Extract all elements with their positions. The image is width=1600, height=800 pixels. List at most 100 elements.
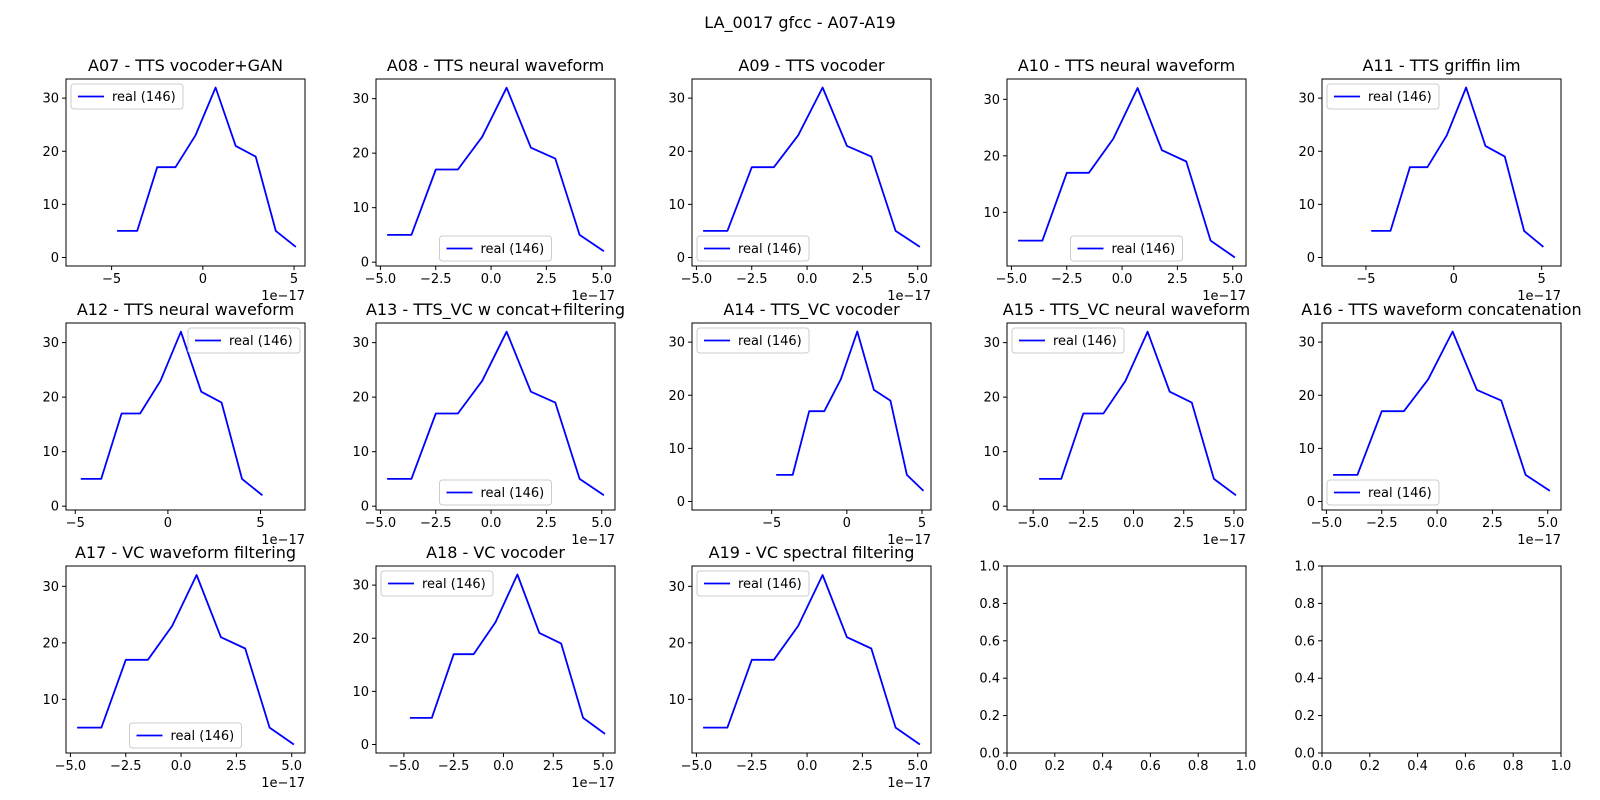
subplot-title: A08 - TTS neural waveform <box>387 56 604 75</box>
legend-box <box>696 327 810 354</box>
y-tick-label: 0.6 <box>979 634 1000 649</box>
x-tick-label: 0 <box>199 272 207 287</box>
legend-label: real (146) <box>1368 90 1432 105</box>
x-tick-label: 0 <box>1450 272 1458 287</box>
x-tick-label: 0.0 <box>1123 516 1144 531</box>
subplot-title: A14 - TTS_VC vocoder <box>723 300 900 320</box>
subplot-title: A19 - VC spectral filtering <box>709 543 915 562</box>
y-tick-label: 0.4 <box>1294 672 1315 687</box>
y-tick-label: 30 <box>42 580 59 595</box>
legend: real (146) <box>129 722 242 749</box>
subplot-title: A11 - TTS griffin lim <box>1362 56 1520 75</box>
legend-label: real (146) <box>1368 486 1432 501</box>
legend: real (146) <box>380 570 494 597</box>
y-tick-label: 20 <box>352 632 369 647</box>
y-tick-label: 10 <box>1298 442 1315 457</box>
x-tick-label: 0.0 <box>997 759 1018 774</box>
x-tick-label: 2.5 <box>852 272 873 287</box>
x-tick-label: 2.5 <box>1167 272 1188 287</box>
y-tick-label: 0 <box>51 500 59 515</box>
x-tick-label: 0.0 <box>481 272 502 287</box>
y-tick-label: 30 <box>1298 92 1315 107</box>
legend-box <box>696 570 810 597</box>
y-tick-label: 1.0 <box>1294 560 1315 575</box>
y-tick-label: 20 <box>42 391 59 406</box>
series-line <box>1371 86 1544 248</box>
y-tick-label: 0.2 <box>979 709 1000 724</box>
x-tick-label: 2.5 <box>1173 516 1194 531</box>
series-line <box>1333 330 1551 492</box>
y-tick-label: 0 <box>1307 251 1315 266</box>
subplot-title: A07 - TTS vocoder+GAN <box>88 56 283 75</box>
subplot-3: A09 - TTS vocoder −5.0 −2.5 0.0 2.5 5.0 0 10 20 3… <box>668 56 932 304</box>
y-tick-label: 10 <box>352 445 369 460</box>
legend-label: real (146) <box>1053 334 1117 349</box>
axes-frame <box>691 78 932 267</box>
series-line <box>387 86 605 253</box>
y-tick-label: 0 <box>51 251 59 266</box>
x-tick-label: −5.0 <box>681 759 713 774</box>
subplot-6: A12 - TTS neural waveform −5 0 5 0 10 20 30 1e−1… <box>42 300 306 548</box>
y-tick-label: 30 <box>668 580 685 595</box>
x-tick-label: 5.0 <box>591 516 612 531</box>
legend: real (146) <box>696 235 810 262</box>
series-line <box>409 573 606 735</box>
x-tick-label: −5.0 <box>1311 516 1343 531</box>
x-tick-label: 5.0 <box>281 759 302 774</box>
axes-frame <box>375 565 616 754</box>
series-line <box>80 330 263 497</box>
axes-frame <box>691 322 932 511</box>
axes-frame <box>1006 322 1247 511</box>
x-tick-label: −2.5 <box>438 759 470 774</box>
subplot-12: A18 - VC vocoder −5.0 −2.5 0.0 2.5 5.0 0 10 20 30… <box>352 543 616 791</box>
legend-box <box>439 479 552 506</box>
x-tick-label: 0.0 <box>1312 759 1333 774</box>
x-tick-label: −5.0 <box>55 759 87 774</box>
x-tick-label: −5.0 <box>681 272 713 287</box>
series-line <box>703 86 921 248</box>
x-tick-label: 0.8 <box>1188 759 1209 774</box>
y-tick-label: 0 <box>992 500 1000 515</box>
axes-frame <box>375 78 616 267</box>
legend-box <box>70 83 184 110</box>
y-tick-label: 30 <box>668 92 685 107</box>
subplot-4: A10 - TTS neural waveform −5.0 −2.5 0.0 2.5 5… <box>983 56 1247 304</box>
legend-box <box>187 327 301 354</box>
x-offset-label: 1e−17 <box>261 776 305 791</box>
x-tick-label: 0.0 <box>171 759 192 774</box>
legend: real (146) <box>1011 327 1125 354</box>
x-tick-label: −2.5 <box>1068 516 1100 531</box>
x-offset-label: 1e−17 <box>261 533 305 548</box>
x-tick-label: 5.0 <box>1537 516 1558 531</box>
subplot-title: A13 - TTS_VC w concat+filtering <box>366 300 625 320</box>
x-tick-label: −5 <box>1356 272 1375 287</box>
x-tick-label: −2.5 <box>110 759 142 774</box>
legend-label: real (146) <box>481 486 545 501</box>
x-tick-label: 2.5 <box>536 516 557 531</box>
y-tick-label: 20 <box>1298 389 1315 404</box>
x-offset-label: 1e−17 <box>1202 289 1246 304</box>
x-tick-label: −2.5 <box>420 516 452 531</box>
y-tick-label: 10 <box>42 198 59 213</box>
subplot-2: A08 - TTS neural waveform −5.0 −2.5 0.0 2.5 5… <box>352 56 616 304</box>
x-tick-label: −2.5 <box>736 272 768 287</box>
y-tick-label: 10 <box>668 442 685 457</box>
x-tick-label: 2.5 <box>852 759 873 774</box>
subplot-title: A12 - TTS neural waveform <box>77 300 294 319</box>
y-tick-label: 0 <box>361 256 369 271</box>
y-tick-label: 10 <box>668 198 685 213</box>
subplot-title: A10 - TTS neural waveform <box>1018 56 1235 75</box>
x-tick-label: 5.0 <box>1222 272 1243 287</box>
x-offset-label: 1e−17 <box>571 533 615 548</box>
legend: real (146) <box>439 235 552 262</box>
legend: real (146) <box>187 327 301 354</box>
legend: real (146) <box>439 479 552 506</box>
y-tick-label: 30 <box>42 336 59 351</box>
legend-label: real (146) <box>422 577 486 592</box>
legend-label: real (146) <box>738 334 802 349</box>
y-tick-label: 30 <box>352 92 369 107</box>
series-line <box>387 330 605 497</box>
subplot-title: A09 - TTS vocoder <box>738 56 885 75</box>
x-tick-label: 2.5 <box>543 759 564 774</box>
x-offset-label: 1e−17 <box>1517 533 1561 548</box>
